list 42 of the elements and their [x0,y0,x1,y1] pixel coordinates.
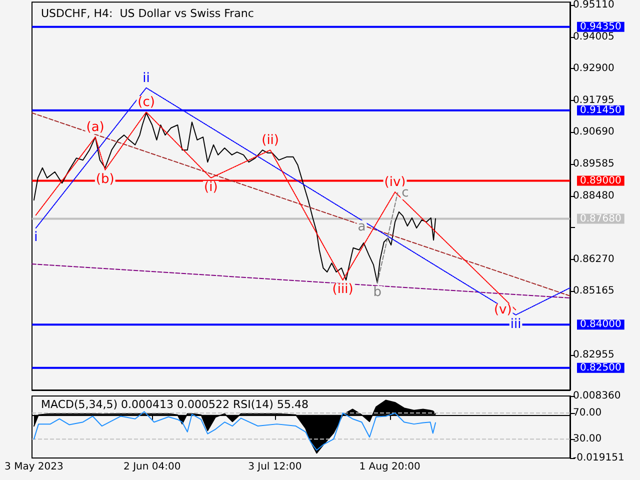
y-tick-label: 0.89585 [573,158,614,170]
data-label: (ii) [262,133,279,148]
x-tick-label: 3 May 2023 [4,462,64,472]
data-label: ii [142,70,150,86]
data-label: iii [510,316,522,332]
data-label: (iii) [332,282,354,298]
y2-tick-label: 30.00 [573,434,602,445]
y-tick-label: 0.86270 [573,254,614,265]
text: USDCHF, H4: US Dollar vs Swiss Franc [41,7,254,20]
y-tick-label: 0.008360 [573,390,621,402]
data-label: b [373,284,382,300]
ref-line-label: 0.91450 [580,104,622,116]
data-label: i [34,230,38,245]
y-tick-label: 0.91795 [573,94,614,106]
data-label: (iv) [384,175,406,190]
data-label: (i) [204,180,218,195]
y-tick-label: 0.95110 [573,0,614,10]
ref-line-label: 0.87680 [580,213,622,224]
y-tick-label: -0.019151 [573,452,624,464]
x-tick-label: 3 Jul 12:00 [248,462,302,472]
x-tick-label: 1 Aug 20:00 [359,462,420,472]
ref-line-label: 0.94350 [580,21,622,32]
ref-line-label: 0.89000 [580,175,622,186]
y-tick-label: 0.85165 [573,286,614,297]
annotation: a [358,219,366,234]
y-tick-label: 0.94005 [573,31,614,42]
data-label: (v) [494,302,512,318]
y-tick-label: 0.92900 [573,63,614,74]
x-tick-label: 2 Jun 04:00 [124,462,181,472]
ref-line-label: 0.82500 [580,362,622,374]
y-tick-label: 0.88480 [573,190,614,202]
data-label: (b) [96,172,114,187]
data-label: c [402,185,409,200]
data-label: (a) [86,120,104,136]
y2-tick-label: 70.00 [573,407,602,418]
ref-line-label: 0.84000 [580,319,622,330]
data-label: (c) [138,95,155,110]
chart-title: MACD(5,34,5) 0.000413 0.000522 RSI(14) 55.48 [41,398,308,411]
line-series [33,411,436,451]
line-series [35,87,570,316]
y-tick-label: 0.90690 [573,126,614,138]
y-tick-label: 0.82955 [573,349,614,360]
